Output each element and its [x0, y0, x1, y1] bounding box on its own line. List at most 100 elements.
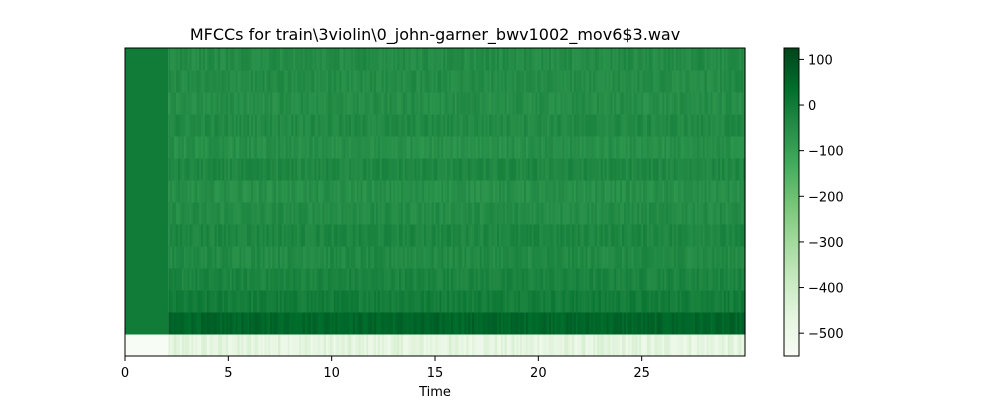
heatmap-cell: [333, 158, 337, 181]
heatmap-cell: [514, 290, 517, 313]
heatmap-cell: [608, 70, 612, 93]
heatmap-cell: [702, 114, 706, 137]
heatmap-cell: [429, 246, 433, 269]
heatmap-cell: [537, 224, 540, 247]
heatmap-cell: [739, 180, 742, 203]
heatmap-cell: [460, 158, 464, 181]
heatmap-cell: [491, 312, 494, 335]
heatmap-cell: [618, 136, 621, 159]
heatmap-cell: [597, 224, 600, 247]
heatmap-cell: [252, 92, 256, 115]
heatmap-cell: [489, 136, 492, 159]
heatmap-cell: [224, 312, 227, 335]
heatmap-cell: [629, 114, 633, 137]
heatmap-cell: [189, 334, 193, 357]
heatmap-cell: [243, 136, 246, 159]
heatmap-cell: [239, 136, 243, 159]
heatmap-cell: [504, 180, 508, 203]
heatmap-cell: [322, 114, 325, 137]
heatmap-cell: [695, 312, 698, 335]
heatmap-cell: [654, 70, 658, 93]
heatmap-cell: [525, 92, 529, 115]
heatmap-cell: [627, 334, 631, 357]
heatmap-cell: [646, 224, 650, 247]
heatmap-cell: [733, 246, 736, 269]
heatmap-cell: [487, 290, 490, 313]
heatmap-cell: [400, 268, 404, 291]
heatmap-cell: [597, 114, 600, 137]
heatmap-cell: [475, 268, 479, 291]
heatmap-cell: [723, 202, 727, 225]
heatmap-cell: [174, 158, 177, 181]
heatmap-cell: [646, 180, 650, 203]
heatmap-cell: [435, 290, 439, 313]
heatmap-cell: [646, 70, 650, 93]
heatmap-cell: [556, 92, 560, 115]
heatmap-cell: [429, 136, 433, 159]
heatmap-cell: [522, 290, 525, 313]
heatmap-cell: [733, 224, 736, 247]
heatmap-cell: [249, 136, 252, 159]
heatmap-cell: [216, 136, 219, 159]
heatmap-cell: [660, 136, 663, 159]
heatmap-cell: [204, 224, 208, 247]
heatmap-cell: [543, 224, 546, 247]
heatmap-cell: [579, 268, 583, 291]
heatmap-cell: [681, 92, 685, 115]
heatmap-cell: [341, 48, 344, 71]
heatmap-cell: [237, 70, 241, 93]
heatmap-cell: [548, 136, 552, 159]
heatmap-cell: [322, 246, 325, 269]
heatmap-cell: [251, 136, 254, 159]
heatmap-cell: [310, 180, 314, 203]
heatmap-cell: [554, 246, 558, 269]
heatmap-cell: [646, 158, 650, 181]
heatmap-cell: [424, 158, 427, 181]
heatmap-cell: [518, 136, 521, 159]
heatmap-cell: [343, 202, 346, 225]
heatmap-cell: [485, 246, 489, 269]
heatmap-cell: [629, 312, 633, 335]
heatmap-cell: [458, 290, 462, 313]
heatmap-cell: [324, 136, 327, 159]
heatmap-cell: [287, 136, 291, 159]
heatmap-cell: [266, 334, 269, 357]
heatmap-cell: [641, 312, 644, 335]
heatmap-cell: [443, 48, 446, 71]
heatmap-cell: [500, 180, 504, 203]
heatmap-cell: [368, 114, 371, 137]
heatmap-cell: [598, 202, 602, 225]
heatmap-cell: [254, 268, 258, 291]
heatmap-cell: [195, 114, 198, 137]
heatmap-cell: [393, 202, 396, 225]
heatmap-cell: [498, 334, 502, 357]
heatmap-cell: [618, 312, 621, 335]
x-tick-label: 5: [224, 366, 232, 381]
heatmap-cell: [691, 158, 694, 181]
heatmap-cell: [633, 48, 637, 71]
heatmap-cell: [498, 48, 502, 71]
heatmap-cell: [375, 246, 379, 269]
heatmap-cell: [404, 246, 408, 269]
heatmap-cell: [374, 114, 377, 137]
heatmap-cell: [718, 70, 721, 93]
heatmap-cell: [183, 334, 187, 357]
heatmap-cell: [727, 92, 731, 115]
heatmap-cell: [595, 268, 598, 291]
heatmap-cell: [224, 224, 227, 247]
heatmap-cell: [702, 224, 706, 247]
heatmap-cell: [508, 136, 512, 159]
heatmap-cell: [168, 48, 171, 71]
heatmap-cell: [245, 114, 248, 137]
heatmap-cell: [660, 290, 663, 313]
heatmap-cell: [422, 202, 425, 225]
heatmap-cell: [216, 202, 219, 225]
heatmap-cell: [689, 334, 692, 357]
heatmap-cell: [681, 136, 685, 159]
heatmap-cell: [662, 48, 665, 71]
heatmap-cell: [495, 224, 498, 247]
heatmap-cell: [662, 246, 665, 269]
heatmap-cell: [458, 202, 462, 225]
heatmap-cell: [548, 202, 552, 225]
heatmap-cell: [548, 312, 552, 335]
